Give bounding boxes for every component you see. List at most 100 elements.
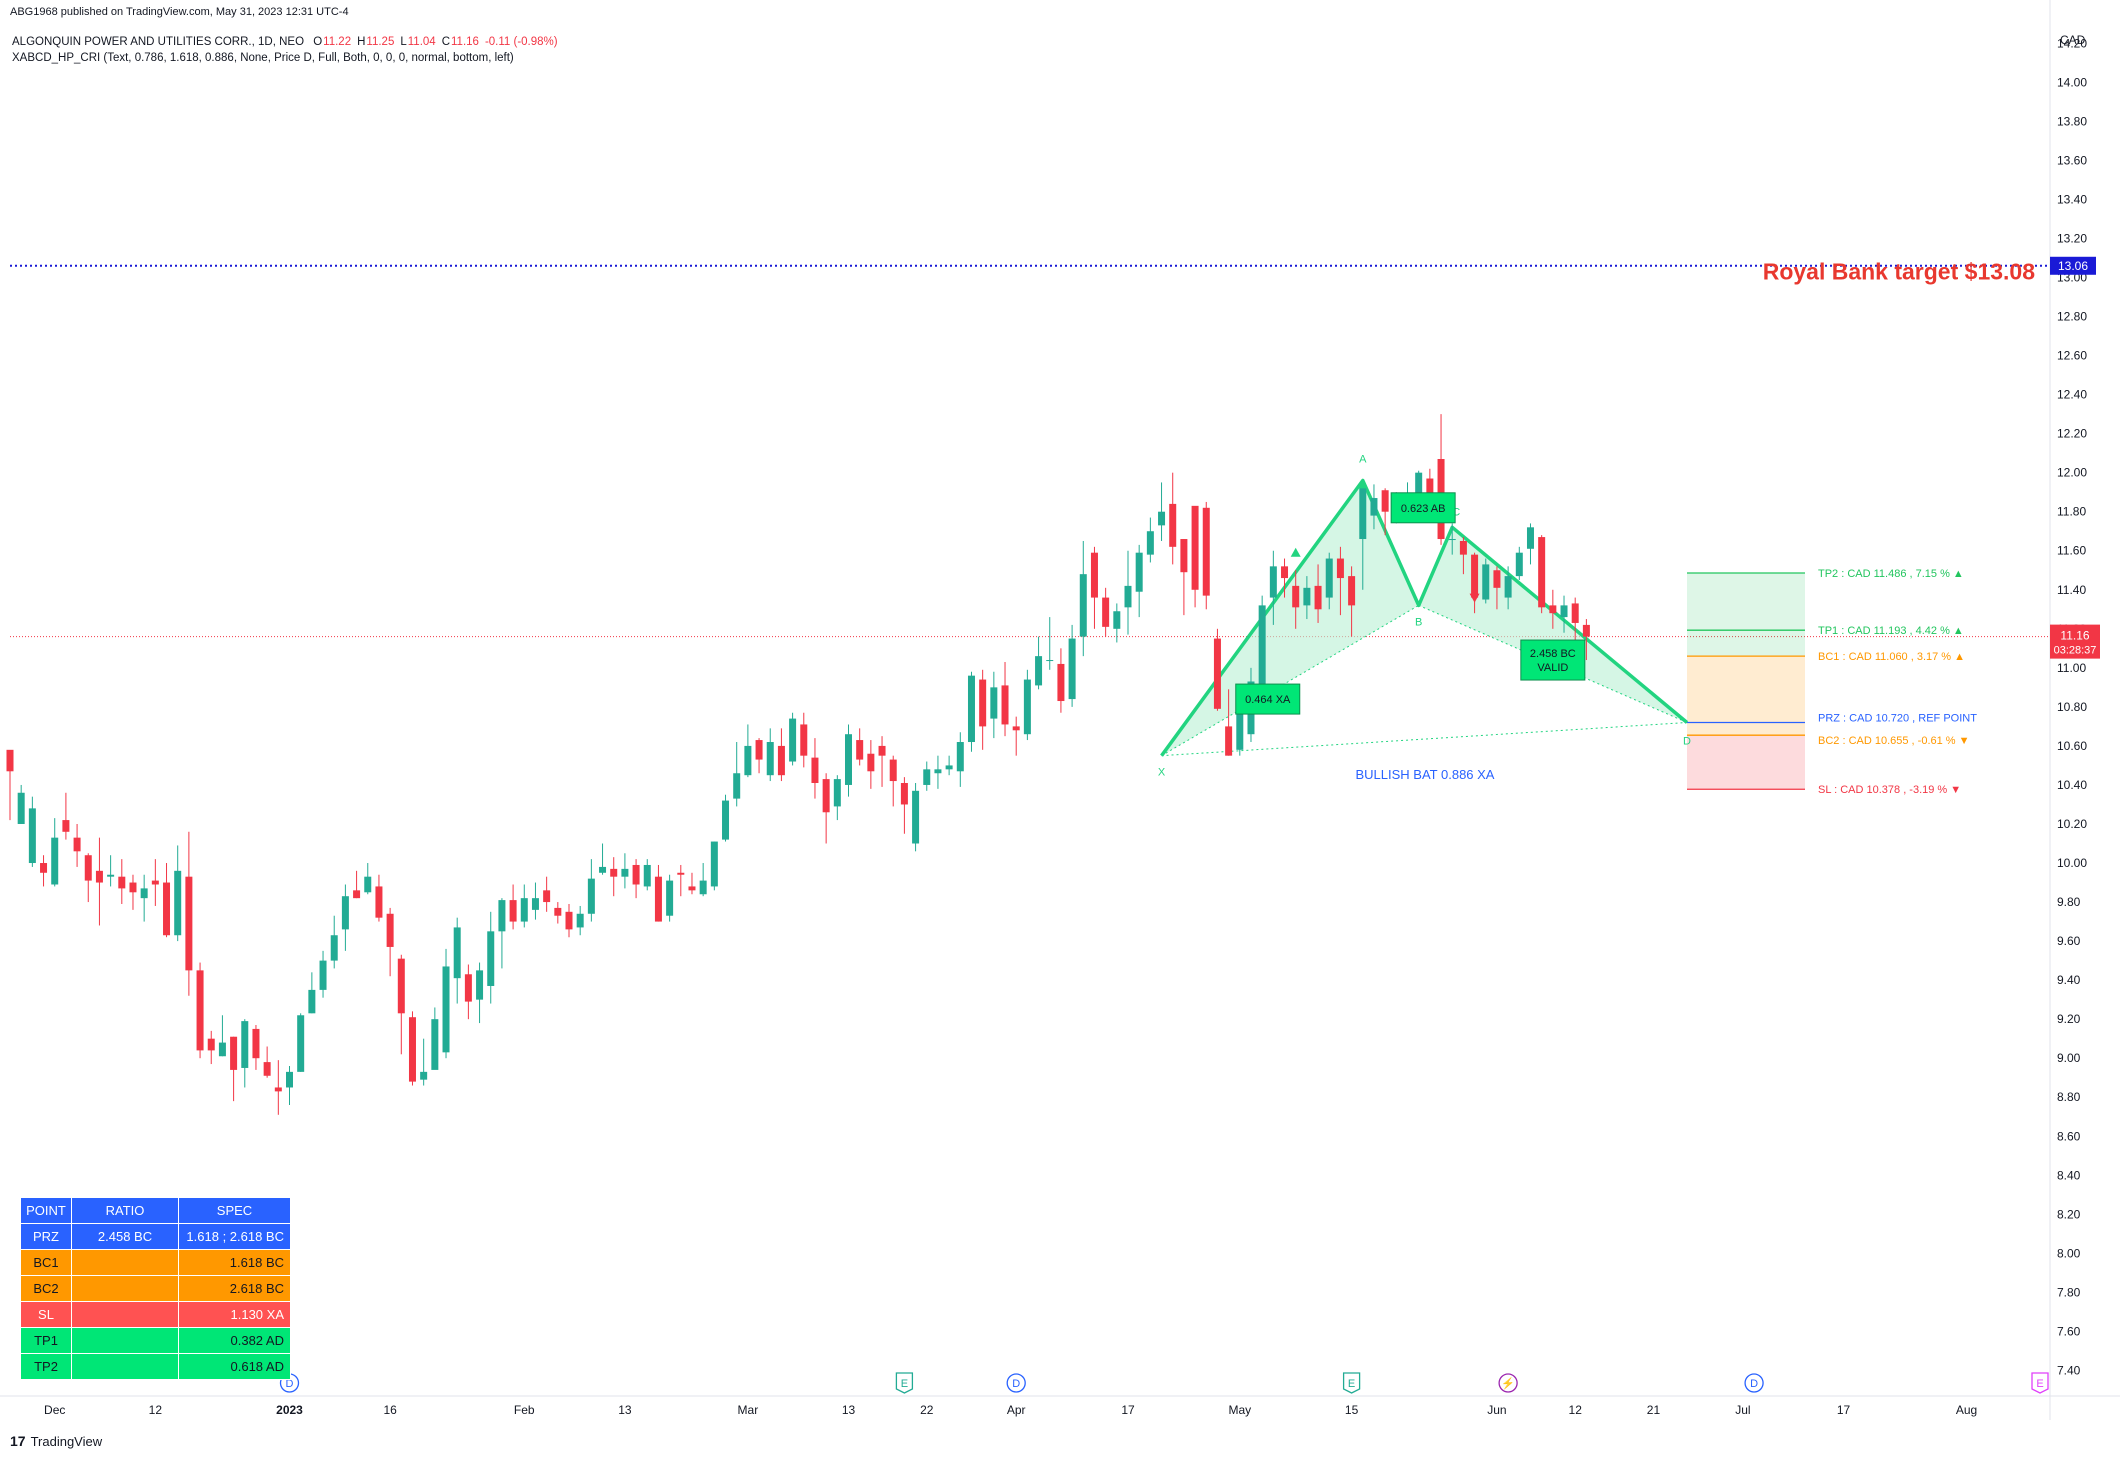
candle-body[interactable] (845, 734, 852, 785)
earnings-event-icon[interactable] (1342, 1372, 1361, 1394)
dividend-event-icon[interactable] (1744, 1373, 1764, 1393)
candle-body[interactable] (1549, 605, 1557, 614)
candle-body[interactable] (934, 769, 942, 774)
candle-body[interactable] (867, 753, 875, 772)
candle-body[interactable] (1035, 656, 1043, 686)
candle-body[interactable] (1359, 486, 1367, 540)
candle-body[interactable] (1504, 576, 1512, 598)
candle-body[interactable] (912, 790, 920, 844)
candle-body[interactable] (554, 907, 562, 916)
candle-body[interactable] (509, 900, 517, 922)
candle-body[interactable] (878, 745, 886, 756)
candle-body[interactable] (1202, 507, 1210, 596)
candle-body[interactable] (1012, 726, 1020, 731)
candle-body[interactable] (643, 864, 651, 887)
candle-body[interactable] (51, 837, 59, 885)
candle-body[interactable] (297, 1015, 305, 1072)
candle-body[interactable] (1336, 558, 1344, 579)
candle-body[interactable] (174, 870, 182, 936)
candle-body[interactable] (286, 1071, 293, 1088)
candle-body[interactable] (1191, 505, 1199, 590)
ratio-box[interactable] (1520, 639, 1586, 681)
candle-body[interactable] (856, 740, 864, 760)
candle-body[interactable] (722, 800, 730, 840)
candle-body[interactable] (1538, 537, 1546, 608)
candle-body[interactable] (1571, 603, 1579, 623)
candle-body[interactable] (1482, 564, 1490, 600)
candle-body[interactable] (196, 970, 204, 1051)
candle-body[interactable] (811, 757, 819, 783)
candle-body[interactable] (632, 864, 640, 885)
candle-body[interactable] (1448, 539, 1456, 541)
candle-body[interactable] (677, 872, 685, 875)
candle-body[interactable] (498, 900, 506, 932)
candle-body[interactable] (1314, 585, 1322, 610)
candle-body[interactable] (1560, 605, 1568, 618)
candle-body[interactable] (967, 675, 975, 743)
ratio-box[interactable] (1235, 683, 1301, 715)
candle-body[interactable] (587, 878, 595, 914)
candle-body[interactable] (408, 1017, 416, 1082)
candle-body[interactable] (353, 890, 361, 899)
earnings-event-icon[interactable] (2031, 1372, 2049, 1394)
candle-body[interactable] (1459, 540, 1467, 555)
candle-body[interactable] (73, 837, 81, 852)
candle-body[interactable] (666, 880, 674, 916)
candle-body[interactable] (62, 820, 70, 832)
candle-body[interactable] (1325, 558, 1333, 598)
candle-body[interactable] (341, 896, 349, 930)
candle-body[interactable] (118, 876, 126, 889)
candle-body[interactable] (833, 779, 841, 807)
candle-body[interactable] (1471, 554, 1479, 598)
candle-body[interactable] (1113, 611, 1121, 629)
candle-body[interactable] (744, 745, 752, 776)
candle-body[interactable] (621, 868, 629, 877)
candle-body[interactable] (1213, 638, 1221, 709)
candle-body[interactable] (274, 1087, 282, 1092)
candle-body[interactable] (140, 888, 148, 899)
candle-body[interactable] (84, 855, 92, 881)
candle-body[interactable] (777, 745, 785, 776)
candle-body[interactable] (431, 1019, 439, 1070)
candle-body[interactable] (319, 960, 327, 990)
candle-body[interactable] (6, 749, 14, 772)
candle-body[interactable] (565, 911, 573, 930)
candle-body[interactable] (397, 958, 405, 1014)
candle-body[interactable] (1180, 539, 1188, 573)
candle-body[interactable] (979, 679, 987, 727)
candle-body[interactable] (129, 882, 137, 893)
candle-body[interactable] (1124, 585, 1132, 608)
candle-body[interactable] (17, 792, 25, 824)
candle-body[interactable] (1258, 605, 1266, 688)
candle-body[interactable] (1102, 597, 1110, 627)
indicator-line[interactable]: XABCD_HP_CRI (Text, 0.786, 1.618, 0.886,… (12, 52, 514, 64)
candle-body[interactable] (163, 882, 171, 936)
candle-body[interactable] (822, 779, 830, 813)
candle-body[interactable] (476, 970, 484, 1000)
candle-body[interactable] (1023, 679, 1031, 735)
candle-body[interactable] (733, 773, 741, 799)
candle-body[interactable] (1236, 701, 1244, 750)
candle-body[interactable] (1515, 552, 1523, 577)
candle-body[interactable] (654, 876, 662, 922)
candle-body[interactable] (151, 880, 159, 885)
candle-body[interactable] (1415, 472, 1423, 497)
candle-body[interactable] (420, 1071, 428, 1080)
candle-body[interactable] (956, 742, 964, 772)
symbol-name[interactable]: ALGONQUIN POWER AND UTILITIES CORR., 1D,… (12, 36, 305, 48)
candle-body[interactable] (610, 868, 618, 877)
candle-body[interactable] (330, 935, 338, 961)
candle-body[interactable] (1582, 624, 1590, 637)
candle-body[interactable] (699, 880, 707, 895)
candle-body[interactable] (386, 913, 394, 947)
candle-body[interactable] (1370, 498, 1378, 516)
candle-body[interactable] (464, 974, 472, 1002)
candle-body[interactable] (688, 886, 696, 891)
candle-body[interactable] (1135, 552, 1143, 592)
candle-body[interactable] (1169, 503, 1177, 547)
candle-body[interactable] (990, 687, 998, 719)
candle-body[interactable] (1526, 527, 1534, 549)
candle-body[interactable] (889, 759, 897, 782)
candle-body[interactable] (1225, 726, 1233, 756)
